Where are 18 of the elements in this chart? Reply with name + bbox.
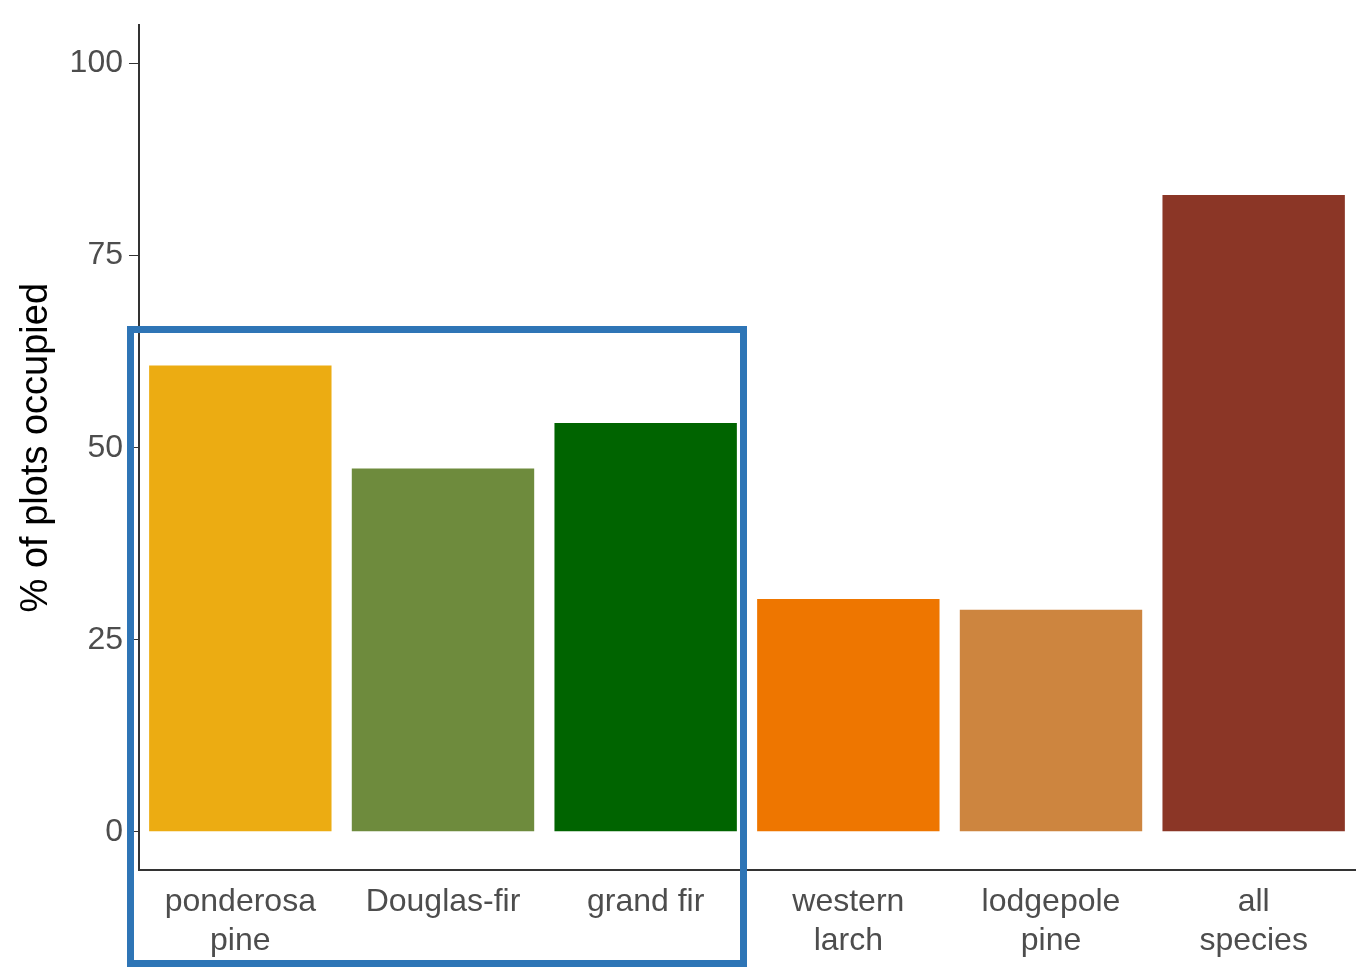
bar xyxy=(757,599,940,832)
y-tick-label: 75 xyxy=(87,235,123,272)
x-tick-label: all species xyxy=(1199,882,1308,957)
bar xyxy=(351,468,535,832)
x-tick-label: western larch xyxy=(791,882,905,957)
y-tick-label: 0 xyxy=(105,811,123,848)
y-tick-label: 50 xyxy=(87,427,123,464)
x-tick-label: ponderosa pine xyxy=(164,882,317,957)
x-tick-label: Douglas-fir xyxy=(365,882,521,919)
bar xyxy=(554,423,737,832)
x-tick-label: lodgepole pine xyxy=(981,882,1121,957)
x-tick-label: grand fir xyxy=(586,882,705,919)
bar xyxy=(1162,194,1345,832)
bar xyxy=(959,609,1143,832)
y-axis-title: % of plots occupied xyxy=(13,282,56,613)
bar xyxy=(149,365,332,832)
y-tick-label: 25 xyxy=(87,619,123,656)
y-tick-label: 100 xyxy=(69,43,123,80)
